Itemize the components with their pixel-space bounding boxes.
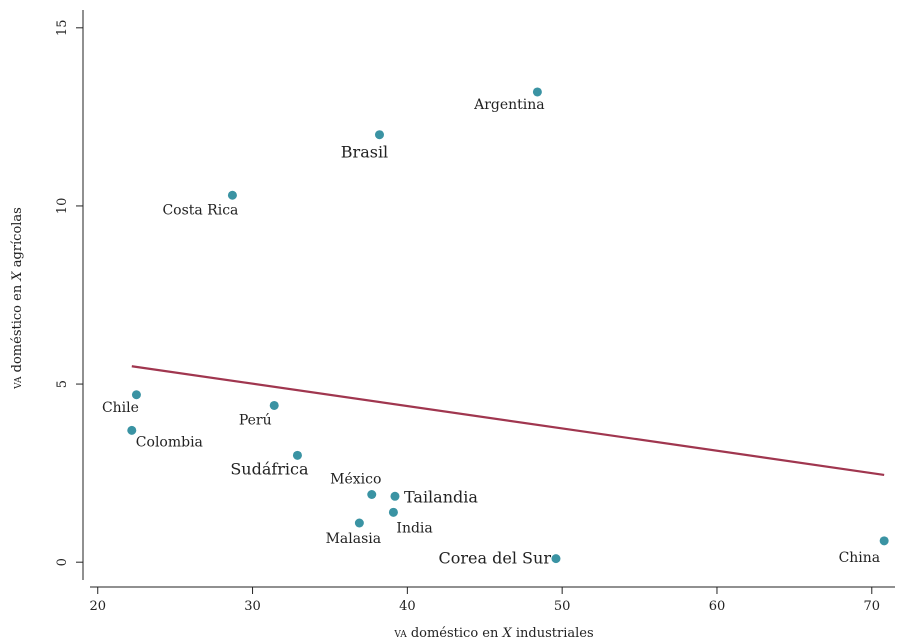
x-tick-label: 70 (864, 599, 881, 614)
point-label: Costa Rica (162, 202, 238, 218)
x-tick-label: 40 (399, 599, 416, 614)
point-label: Chile (102, 400, 139, 416)
y-tick-label: 0 (55, 558, 70, 566)
x-tick-label: 20 (89, 599, 106, 614)
data-point (551, 554, 561, 564)
data-point (292, 450, 302, 460)
data-point (227, 190, 237, 200)
data-point (354, 518, 364, 528)
data-point (131, 390, 141, 400)
y-tick-label: 5 (55, 380, 70, 388)
point-label: China (839, 550, 881, 566)
data-point (388, 507, 398, 517)
point-label: Perú (239, 412, 272, 428)
point-label: Sudáfrica (230, 459, 309, 478)
point-label: India (396, 520, 432, 536)
y-axis-title: va doméstico en X agrícolas (10, 207, 25, 390)
x-tick-label: 50 (554, 599, 571, 614)
data-point (374, 130, 384, 140)
data-point (127, 425, 137, 435)
point-label: Argentina (473, 97, 545, 113)
data-point (532, 87, 542, 97)
y-tick-label: 15 (55, 20, 70, 37)
data-point (269, 400, 279, 410)
x-axis-title: va doméstico en X industriales (393, 626, 593, 641)
data-points (127, 87, 889, 564)
data-point (367, 490, 377, 499)
point-label: Brasil (341, 143, 388, 162)
point-labels: Argentina Brasil Costa Rica Chile Perú Colomb… (102, 97, 880, 568)
point-label: Corea del Sur (439, 549, 552, 568)
point-label: Tailandia (404, 487, 478, 506)
point-label: Malasia (326, 531, 382, 547)
data-point (879, 536, 889, 546)
x-tick-label: 30 (244, 599, 261, 614)
point-label: México (330, 472, 381, 488)
point-label: Colombia (136, 434, 203, 450)
axis-ticks: 20 30 40 50 60 70 0 5 10 15 (55, 20, 880, 614)
fit-line (131, 365, 885, 476)
data-point (390, 491, 400, 501)
x-tick-label: 60 (709, 599, 726, 614)
y-tick-label: 10 (55, 198, 70, 215)
